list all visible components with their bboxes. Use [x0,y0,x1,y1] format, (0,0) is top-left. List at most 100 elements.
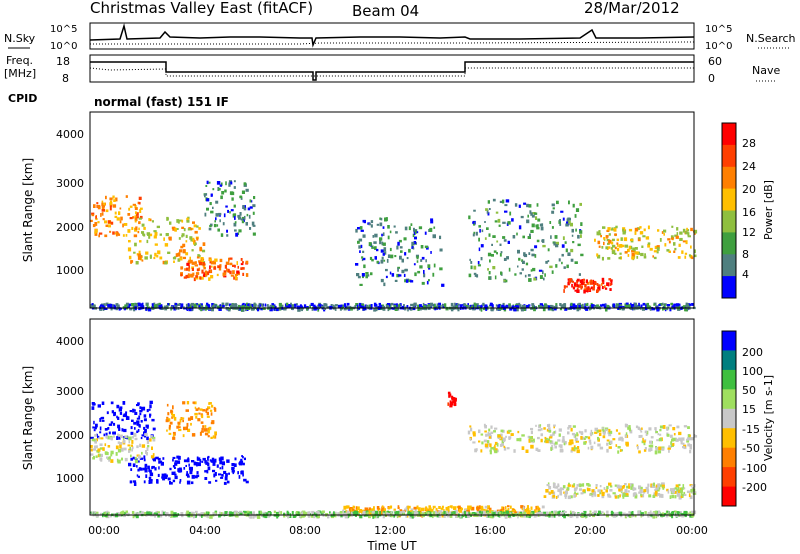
velocity-cell [467,430,471,435]
velocity-cell [429,514,433,518]
velocity-cell [582,489,585,492]
velocity-cell [104,512,107,515]
power-cell [399,246,403,249]
velocity-cell [200,430,204,433]
velocity-cell [400,511,402,514]
velocity-cell [441,505,444,509]
power-cell [538,269,543,272]
power-cell [395,305,399,309]
power-cell [416,255,419,260]
power-cell [174,227,177,232]
velocity-cell [553,425,555,429]
velocity-cell [376,506,380,510]
velocity-cell [549,434,553,438]
velocity-cell [149,479,153,482]
velocity-cell [584,429,587,433]
velocity-cell [650,436,654,439]
power-cell [582,278,585,281]
velocity-cell [680,441,683,445]
power-cell [115,233,118,237]
power-cell [524,274,527,278]
velocity-cell [599,485,602,488]
velocity-cell [94,434,97,437]
velocity-cell [139,406,142,409]
velocity-cell [659,484,662,487]
power-cell [234,229,237,232]
velocity-cell [204,470,207,473]
velocity-cell [478,510,482,514]
power-cell [480,244,484,248]
velocity-cell [469,438,472,441]
power-cell [528,204,532,208]
velocity-cell [581,514,584,518]
velocity-cell [368,507,371,511]
velocity-cell [396,514,399,519]
power-cell [420,245,424,249]
power-cell [614,246,617,250]
velocity-cell [451,511,453,515]
velocity-cell [357,513,360,516]
velocity-cell [90,448,93,452]
power-cb-tick-8: 8 [742,248,749,261]
velocity-cell [214,458,217,463]
power-cell [525,262,529,266]
power-cell [198,227,201,230]
power-cell [138,201,141,205]
velocity-cell [657,483,661,488]
velocity-cell [600,489,603,492]
velocity-cell [617,450,620,454]
power-cell [107,304,111,308]
power-cell [674,247,677,251]
velocity-cell [101,416,105,420]
power-cell [528,278,532,282]
power-cell [209,202,212,206]
power-cell [99,305,102,309]
velocity-cell [155,512,158,516]
velocity-cell [629,514,632,518]
power-cell [182,243,186,248]
velocity-cell [567,484,571,487]
power-cell [194,261,197,265]
velocity-cell [431,509,434,512]
velocity-cell [506,430,510,434]
velocity-cell [622,493,626,497]
power-cell [433,303,436,307]
velocity-cell [243,457,246,461]
velocity-colorbar [722,331,736,507]
power-cell [423,305,427,309]
power-cell [127,213,131,216]
velocity-cell [202,409,206,412]
velocity-cell [182,401,186,405]
velocity-cell [487,432,492,437]
power-cell [662,307,664,311]
velocity-cell [501,506,504,510]
power-cell [146,232,151,236]
velocity-cell [597,443,601,447]
velocity-cell [434,510,438,513]
power-cell [614,252,617,255]
power-cell [416,231,419,234]
velocity-cell [417,507,421,511]
velocity-cell [540,428,543,431]
power-cell [180,245,184,249]
velocity-cell [490,510,494,514]
power-cell [549,265,553,269]
power-cell [517,265,519,268]
power-cell [428,279,430,282]
velocity-cell [443,510,446,514]
power-cell [380,249,385,253]
velocity-cell [124,435,127,438]
power-cell [530,248,534,252]
power-cell [250,200,253,203]
velocity-cell [625,494,629,497]
power-cell [578,273,581,276]
power-cell [195,303,198,306]
velocity-cells [90,391,698,519]
power-cell [228,183,231,187]
nsky-panel: N.Sky 10^5 10^0 10^5 10^0 N.Search [4,22,796,52]
power-cell [229,191,234,195]
power-cell [661,231,664,234]
power-cell [547,260,550,263]
power-cell [102,205,105,209]
power-cell [679,231,683,235]
